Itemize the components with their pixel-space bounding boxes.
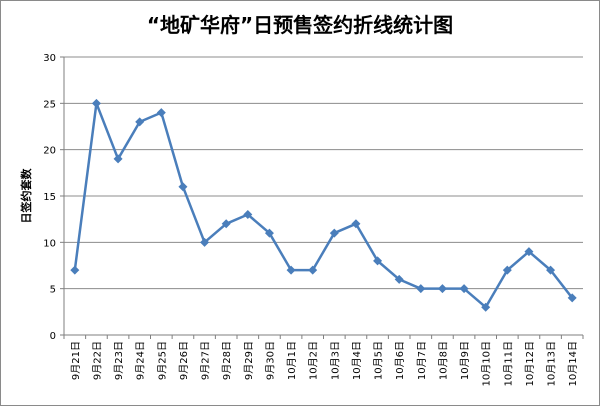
y-tick-label: 10 [43,238,56,249]
x-tick-label: 9月22日 [91,341,103,380]
data-point [70,265,80,275]
y-axis-label: 日签约套数 [19,168,33,224]
data-point [373,256,383,266]
x-tick-label: 10月2日 [308,341,320,380]
x-tick-label: 9月27日 [200,341,212,380]
x-tick-label: 9月24日 [135,341,147,380]
data-point [178,182,188,192]
data-point [567,293,577,303]
x-tick-label: 9月21日 [70,341,82,380]
data-point [437,284,447,294]
data-point [481,302,491,312]
x-tick-label: 10月12日 [524,341,536,386]
x-tick-label: 10月5日 [373,341,385,380]
x-tick-label: 10月10日 [481,341,493,386]
data-point [135,117,145,127]
y-tick-labels: 0 5 10 15 20 25 30 [43,53,56,342]
x-tick-label: 10月4日 [351,341,363,380]
data-point [308,265,318,275]
data-point [329,228,339,238]
data-point [502,265,512,275]
x-tick-label: 9月28日 [221,341,233,380]
chart-title: “地矿华府”日预售签约折线统计图 [147,13,453,37]
data-point [200,237,210,247]
x-tick-label: 9月30日 [264,341,276,380]
x-tick-label: 10月8日 [437,341,449,380]
y-tick-label: 25 [43,99,56,110]
data-point [546,265,556,275]
data-point [156,108,166,118]
x-tick-label: 10月14日 [567,341,579,386]
x-tick-label: 10月3日 [329,341,341,380]
data-point [351,219,361,229]
axes [60,56,584,339]
data-point [286,265,296,275]
data-point [113,154,123,164]
y-tick-label: 20 [43,146,56,157]
data-point [264,228,274,238]
data-point [394,274,404,284]
data-point [416,284,426,294]
x-tick-labels: 9月21日 9月22日 9月23日 9月24日 9月25日 9月26日 9月27日 9月28日… [70,341,579,386]
x-tick-label: 10月1日 [286,341,298,380]
x-tick-label: 10月9日 [459,341,471,380]
y-tick-label: 15 [43,192,56,203]
x-tick-label: 10月6日 [394,341,406,380]
x-tick-label: 9月23日 [113,341,125,380]
data-point [243,210,253,220]
data-point [459,284,469,294]
y-tick-label: 5 [50,285,56,296]
series-group [70,98,577,312]
y-tick-label: 0 [50,331,56,342]
data-point [91,98,101,108]
x-tick-label: 9月29日 [243,341,255,380]
data-point [221,219,231,229]
series-line [73,102,574,309]
x-tick-label: 10月7日 [416,341,428,380]
x-tick-label: 10月11日 [502,341,514,386]
x-tick-label: 9月25日 [156,341,168,380]
x-tick-label: 9月26日 [178,341,190,380]
data-point [524,247,534,257]
y-tick-label: 30 [43,53,56,64]
x-tick-label: 10月13日 [546,341,558,386]
